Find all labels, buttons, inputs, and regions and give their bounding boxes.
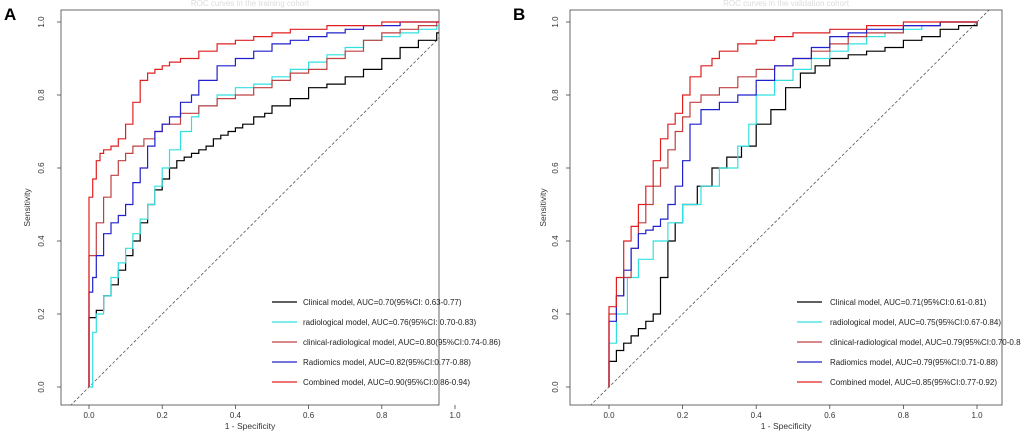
legend-label: clinical-radiological model, AUC=0.80(95… [303, 338, 501, 347]
x-tick-label: 0.6 [303, 411, 315, 420]
y-axis-title: Sensitivity [538, 188, 548, 227]
y-tick-label: 0.4 [37, 235, 46, 247]
panel-b: B ROC curves in the validation cohort 0.0 0… [513, 0, 1021, 431]
legend-label: Clinical model, AUC=0.71(95%CI:0.61-0.81… [830, 298, 987, 307]
y-tick-label: 0.0 [37, 381, 46, 393]
roc-curve-combined-model [608, 21, 977, 387]
x-tick-label: 0.4 [230, 411, 242, 420]
y-tick-label: 0.6 [37, 162, 46, 174]
legend-label: Radiomics model, AUC=0.82(95%CI:0.77-0.8… [303, 358, 471, 367]
y-tick-label: 0.4 [551, 235, 560, 247]
y-tick-label: 0.8 [551, 89, 560, 101]
x-tick-label: 0.8 [376, 411, 388, 420]
legend-label: clinical-radiological model, AUC=0.79(95… [830, 338, 1021, 347]
roc-curve-combined-model [88, 21, 439, 387]
x-tick-label: 0.8 [898, 411, 910, 420]
y-tick-label: 0.2 [37, 308, 46, 320]
panel-title: ROC curves in the training cohort [191, 0, 310, 8]
panel-letter: B [513, 5, 525, 24]
reference-diagonal [590, 10, 990, 405]
legend-label: Combined model, AUC=0.85(95%CI:0.77-0.92… [830, 378, 997, 387]
x-tick-label: 0.4 [751, 411, 763, 420]
legend-label: radiological model, AUC=0.75(95%CI:0.67-… [830, 318, 1001, 327]
plot-frame [60, 9, 440, 406]
roc-curve-radiomics-model [608, 21, 977, 387]
panel-title: ROC curves in the validation cohort [723, 0, 850, 8]
y-tick-label: 1.0 [551, 16, 560, 28]
x-tick-label: 1.0 [449, 411, 461, 420]
plot-frame [569, 9, 1003, 406]
y-tick-label: 1.0 [37, 16, 46, 28]
panel-a: A ROC curves in the training cohort 0.0 0.2… [4, 0, 501, 431]
roc-curve-clinical-model [88, 32, 439, 387]
legend: Clinical model, AUC=0.71(95%CI:0.61-0.81… [797, 298, 1021, 387]
x-tick-label: 1.0 [971, 411, 983, 420]
roc-curve-clinical-model [608, 22, 978, 387]
y-tick-label: 0.0 [551, 381, 560, 393]
y-tick-label: 0.6 [551, 162, 560, 174]
x-axis-title: 1 - Specificity [225, 421, 276, 431]
roc-curve-radiomics-model [88, 21, 439, 387]
legend-label: Clinical model, AUC=0.70(95%CI: 0.63-0.7… [303, 298, 462, 307]
y-axis-title: Sensitivity [22, 188, 32, 227]
reference-diagonal [70, 37, 439, 405]
x-tick-label: 0.2 [677, 411, 689, 420]
panel-letter: A [4, 5, 16, 24]
x-axis-title: 1 - Specificity [761, 421, 812, 431]
x-tick-label: 0.2 [157, 411, 169, 420]
roc-curve-clinical-radiological-model [88, 21, 439, 387]
x-tick-label: 0.6 [824, 411, 836, 420]
legend-label: radiological model, AUC=0.76(95%CI: 0.70… [303, 318, 477, 327]
legend-label: Radiomics model, AUC=0.79(95%CI:0.71-0.8… [830, 358, 998, 367]
y-tick-label: 0.8 [37, 89, 46, 101]
legend: Clinical model, AUC=0.70(95%CI: 0.63-0.7… [272, 298, 501, 387]
legend-label: Combined model, AUC=0.90(95%CI:0.86-0.94… [303, 378, 470, 387]
x-tick-label: 0.0 [603, 411, 615, 420]
x-tick-label: 0.0 [83, 411, 95, 420]
y-tick-label: 0.2 [551, 308, 560, 320]
